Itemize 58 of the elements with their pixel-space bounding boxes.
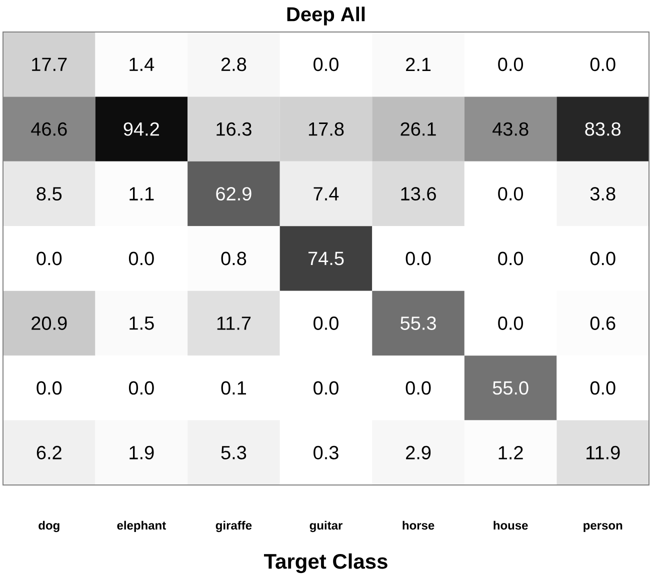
data-label: 0.3 bbox=[314, 446, 338, 460]
data-label: 1.1 bbox=[130, 187, 154, 200]
data-label: 0.0 bbox=[590, 58, 616, 72]
chart-title: Deep All bbox=[287, 6, 365, 26]
data-label: 0.0 bbox=[314, 58, 338, 72]
data-label: 17.8 bbox=[308, 122, 344, 136]
x-tick-label: giraffe bbox=[216, 520, 252, 532]
data-label: 20.9 bbox=[32, 316, 67, 330]
data-label: 0.0 bbox=[36, 252, 62, 266]
data-label: 74.5 bbox=[308, 252, 344, 266]
x-tick-label: person bbox=[584, 523, 622, 532]
data-label: 62.9 bbox=[216, 187, 252, 201]
data-label: 0.1 bbox=[221, 381, 246, 395]
data-label: 26.1 bbox=[400, 122, 436, 136]
data-label: 0.0 bbox=[36, 381, 62, 395]
data-label: 2.9 bbox=[406, 446, 431, 460]
data-label: 5.3 bbox=[221, 446, 246, 460]
data-label: 94.2 bbox=[124, 122, 159, 136]
data-label: 0.8 bbox=[221, 252, 246, 266]
data-label: 6.2 bbox=[36, 446, 62, 460]
data-label: 0.0 bbox=[498, 187, 524, 201]
data-label: 55.3 bbox=[400, 316, 436, 330]
data-label: 13.6 bbox=[401, 187, 436, 201]
data-label: 0.0 bbox=[314, 316, 338, 330]
data-label: 0.0 bbox=[498, 58, 524, 72]
data-label: 7.4 bbox=[314, 187, 339, 200]
data-label: 11.9 bbox=[586, 446, 620, 460]
data-label: 0.0 bbox=[128, 381, 154, 395]
data-label: 0.0 bbox=[498, 316, 524, 330]
data-label: 1.4 bbox=[130, 58, 154, 71]
x-tick-label: guitar bbox=[310, 520, 342, 532]
data-label: 11.7 bbox=[217, 316, 251, 330]
data-label: 2.8 bbox=[221, 58, 246, 72]
x-axis-title: Target Class bbox=[264, 553, 388, 574]
data-label: 0.0 bbox=[406, 381, 431, 395]
data-label: 55.0 bbox=[492, 381, 528, 395]
data-label: 46.6 bbox=[31, 122, 67, 136]
data-label: 1.2 bbox=[498, 446, 523, 460]
data-label: 0.0 bbox=[406, 252, 431, 266]
data-label: 0.0 bbox=[314, 381, 338, 395]
data-label: 0.0 bbox=[590, 381, 616, 395]
data-label: 8.5 bbox=[36, 187, 62, 201]
data-label: 17.7 bbox=[32, 58, 67, 71]
data-label: 1.9 bbox=[130, 446, 154, 460]
data-label: 16.3 bbox=[216, 122, 252, 136]
x-tick-label: dog bbox=[38, 520, 60, 532]
data-label: 0.6 bbox=[590, 316, 616, 330]
data-label: 0.0 bbox=[128, 252, 154, 266]
data-label: 0.0 bbox=[498, 252, 524, 266]
data-label: 2.1 bbox=[406, 58, 431, 71]
data-label: 3.8 bbox=[590, 187, 616, 201]
x-tick-label: elephant bbox=[117, 520, 166, 532]
x-tick-label: house bbox=[494, 520, 528, 530]
data-label: 83.8 bbox=[585, 122, 621, 136]
data-label: 43.8 bbox=[492, 122, 528, 136]
x-tick-label: horse bbox=[402, 520, 434, 530]
data-label: 0.0 bbox=[590, 252, 616, 266]
data-label: 1.5 bbox=[130, 316, 154, 330]
